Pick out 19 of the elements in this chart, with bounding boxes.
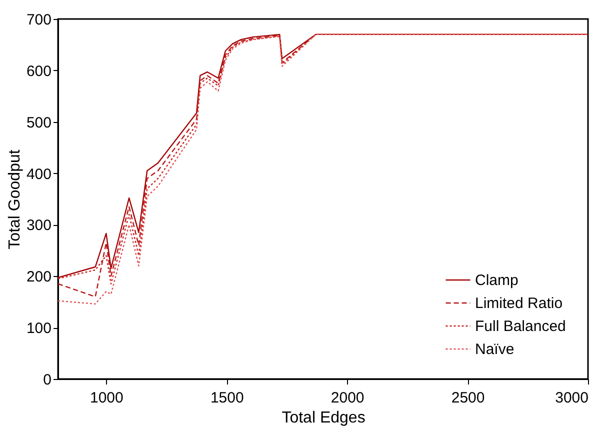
y-tick-label: 0 [43, 372, 52, 388]
x-axis-title: Total Edges [282, 410, 366, 426]
y-axis-title: Total Goodput [6, 149, 24, 250]
x-tick-label: 1500 [210, 390, 244, 406]
y-tick-label: 500 [26, 114, 52, 132]
y-tick-label: 100 [26, 320, 52, 338]
legend-label: Naïve [475, 341, 514, 358]
legend-label: Full Balanced [475, 318, 566, 335]
y-tick-label: 600 [26, 62, 52, 80]
legend-label: Limited Ratio [475, 295, 563, 312]
legend-label: Clamp [475, 272, 518, 289]
y-tick-label: 700 [26, 12, 52, 28]
y-tick-label: 200 [26, 268, 52, 286]
y-tick-label: 400 [26, 166, 52, 183]
x-tick-label: 3000 [555, 390, 588, 406]
x-tick-label: 2500 [451, 390, 485, 406]
x-tick-label: 2000 [330, 390, 364, 406]
x-tick-label: 1000 [90, 390, 124, 406]
y-tick-label: 300 [26, 217, 52, 234]
